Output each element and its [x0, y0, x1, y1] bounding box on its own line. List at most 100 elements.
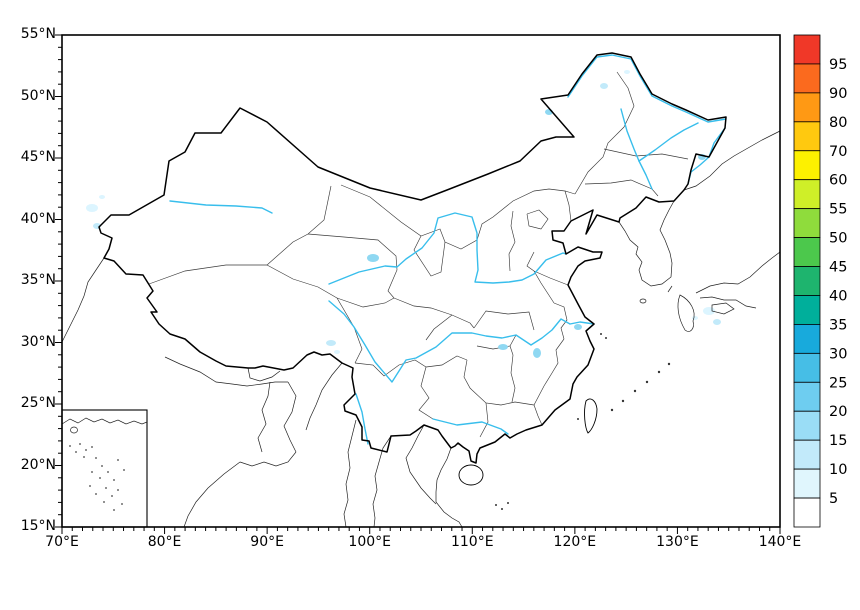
probability-shading-patches: [86, 70, 721, 354]
colorbar-segment: [793, 92, 821, 123]
bengal-coast: [239, 451, 297, 467]
colorbar-tick-label: 40: [829, 288, 847, 304]
russia-coast: [683, 130, 781, 191]
colorbar-segment: [793, 352, 821, 383]
lon-tick-label: 90°E: [250, 534, 284, 550]
islands: [458, 398, 598, 486]
colorbar-tick-label: 20: [829, 404, 847, 420]
colorbar-segment: [793, 179, 821, 210]
colorbar-tick-label: 35: [829, 317, 847, 333]
tsushima-island: [667, 285, 673, 293]
colorbar-tick-label: 70: [829, 144, 847, 160]
lat-tick-label: 55°N: [20, 26, 56, 42]
bangladesh-west: [257, 381, 271, 453]
poyang-lake: [533, 348, 541, 358]
lat-tick-label: 25°N: [20, 395, 56, 411]
colorbar-segment: [793, 497, 821, 528]
colorbar: 95 90 80 70 60 55 50 45 40 35 30 25 20 15 10 5: [793, 34, 847, 528]
colorbar-tick-label: 25: [829, 375, 847, 391]
colorbar-segment: [793, 208, 821, 238]
taiwan-island: [584, 398, 598, 434]
nen-river: [620, 108, 640, 162]
lon-tick-label: 100°E: [348, 534, 391, 550]
lat-tick-label: 30°N: [20, 333, 56, 350]
colorbar-tick-label: 45: [829, 260, 847, 276]
lon-tick-label: 70°E: [45, 534, 79, 550]
colorbar-segment: [793, 381, 821, 412]
neighbor-country-lines: [61, 130, 781, 528]
lon-tick-label: 110°E: [450, 534, 494, 550]
qinghai-lake: [367, 254, 379, 262]
colorbar-segment: [793, 63, 821, 94]
inset-island-specks: [69, 443, 125, 511]
colorbar-tick-label: 10: [829, 462, 847, 478]
lat-tick-label: 50°N: [20, 87, 56, 104]
lat-tick-label: 40°N: [20, 210, 56, 227]
japan-shikoku: [711, 302, 735, 315]
colorbar-tick-label: 60: [829, 173, 847, 189]
india-west-line: [61, 257, 105, 343]
hainan-island: [458, 464, 484, 486]
japan-kyushu: [677, 294, 695, 332]
lon-tick-label: 140°E: [758, 534, 802, 550]
colorbar-segment: [793, 295, 821, 325]
yangtze-river: [328, 300, 595, 383]
tarim-river: [169, 200, 273, 214]
inset-coastline: [61, 417, 148, 425]
songhua-river: [638, 122, 699, 162]
rivers: [169, 54, 727, 445]
south-china-sea-inset: [61, 409, 148, 528]
province-boundaries: [148, 71, 689, 438]
colorbar-segment: [793, 150, 821, 181]
axis-tick-marks: [55, 34, 781, 534]
colorbar-tick-label: 55: [829, 202, 847, 218]
vietnam-coast: [435, 447, 463, 528]
colorbar-segment: [793, 121, 821, 152]
japan-honshu-coast: [695, 251, 781, 294]
lon-tick-label: 80°E: [147, 534, 182, 550]
colorbar-segment: [793, 439, 821, 470]
myanmar-line: [343, 419, 357, 528]
colorbar-segment: [793, 468, 821, 499]
india-east-coast: [183, 461, 241, 528]
jeju-island: [639, 298, 647, 304]
pearl-river: [432, 418, 509, 435]
japan-south-coast: [699, 296, 757, 309]
national-boundary: [98, 52, 727, 464]
colorbar-tick-label: 15: [829, 433, 847, 449]
lat-tick-label: 15°N: [20, 518, 56, 534]
lon-tick-label: 120°E: [553, 534, 597, 550]
nepal-india-line: [164, 356, 288, 387]
colorbar-tick-label: 80: [829, 115, 847, 131]
lat-tick-label: 35°N: [20, 272, 56, 288]
lancang-river: [355, 393, 369, 445]
lat-tick-label: 20°N: [20, 456, 56, 473]
colorbar-segment: [793, 324, 821, 354]
amur-river: [567, 54, 727, 123]
colorbar-segment: [793, 266, 821, 296]
korea-coast: [618, 200, 675, 287]
colorbar-tick-label: 50: [829, 231, 847, 247]
dongting-lake: [498, 344, 508, 350]
laos-vietnam-border: [405, 424, 437, 505]
small-islands: [495, 333, 671, 510]
second-songhua-river: [638, 160, 653, 190]
inset-hainan: [70, 426, 78, 434]
yellow-river: [328, 212, 567, 285]
myanmar-india-border: [305, 362, 343, 431]
plot-frame: [61, 34, 781, 528]
colorbar-tick-label: 30: [829, 346, 847, 362]
colorbar-tick-label: 90: [829, 86, 847, 102]
colorbar-segment: [793, 34, 821, 65]
taihu-lake: [574, 324, 582, 330]
colorbar-segment: [793, 410, 821, 441]
lat-tick-label: 45°N: [20, 149, 56, 165]
colorbar-tick-label: 95: [829, 57, 847, 73]
lon-tick-label: 130°E: [656, 534, 699, 550]
colorbar-segment: [793, 237, 821, 267]
bangladesh-east: [283, 381, 297, 453]
colorbar-tick-label: 5: [829, 491, 838, 507]
bhutan-line: [247, 367, 281, 382]
